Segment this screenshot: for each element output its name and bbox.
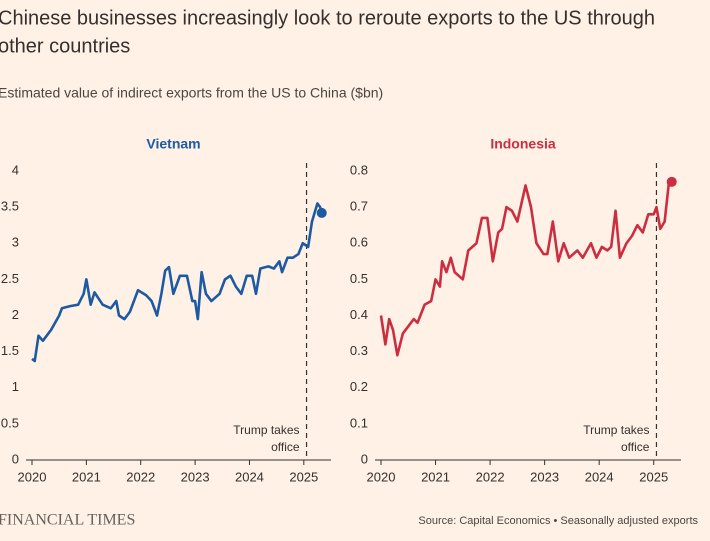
y-tick-label: 0.1 (350, 415, 368, 430)
x-tick-label: 2021 (421, 469, 450, 484)
subtitle: Estimated value of indirect exports from… (0, 85, 383, 101)
source: Source: Capital Economics • Seasonally a… (418, 515, 698, 527)
y-tick-label: 0.6 (350, 235, 368, 250)
y-tick-label: 3 (12, 235, 19, 250)
y-tick-label: 0 (12, 451, 19, 466)
x-tick-label: 2022 (126, 469, 155, 484)
y-tick-label: 0.2 (350, 379, 368, 394)
last-point (666, 176, 677, 187)
x-tick-label: 2023 (181, 469, 210, 484)
y-tick-label: 0.8 (350, 162, 368, 177)
y-tick-label: 0.5 (1, 415, 19, 430)
x-tick-label: 2025 (639, 469, 668, 484)
brand: FINANCIAL TIMES (0, 512, 135, 529)
annotation-text: Trump takes (233, 423, 299, 437)
x-tick-label: 2020 (367, 469, 396, 484)
x-tick-label: 2023 (530, 469, 559, 484)
annotation-text: office (271, 440, 300, 454)
y-tick-label: 0.7 (350, 199, 368, 214)
y-tick-label: 0.4 (350, 307, 368, 322)
annotation-text: Trump takes (583, 423, 649, 437)
panel-title: Vietnam (146, 136, 200, 152)
x-tick-label: 2025 (289, 469, 318, 484)
x-tick-label: 2024 (585, 469, 614, 484)
y-tick-label: 0.5 (350, 271, 368, 286)
title-line: Chinese businesses increasingly look to … (0, 7, 655, 29)
last-point (316, 207, 327, 218)
panel-title: Indonesia (490, 136, 556, 152)
y-tick-label: 1.5 (1, 343, 19, 358)
line (379, 180, 672, 357)
x-tick-label: 2024 (235, 469, 264, 484)
y-tick-label: 4 (12, 162, 19, 177)
y-tick-label: 2 (12, 307, 19, 322)
y-tick-label: 1 (12, 379, 19, 394)
annotation-text: office (621, 440, 650, 454)
y-tick-label: 0 (361, 451, 368, 466)
x-tick-label: 2022 (476, 469, 505, 484)
x-tick-label: 2020 (18, 469, 47, 484)
title-line: other countries (0, 35, 130, 57)
line (31, 202, 324, 363)
y-tick-label: 2.5 (1, 271, 19, 286)
x-tick-label: 2021 (72, 469, 101, 484)
y-tick-label: 3.5 (1, 199, 19, 214)
y-tick-label: 0.3 (350, 343, 368, 358)
